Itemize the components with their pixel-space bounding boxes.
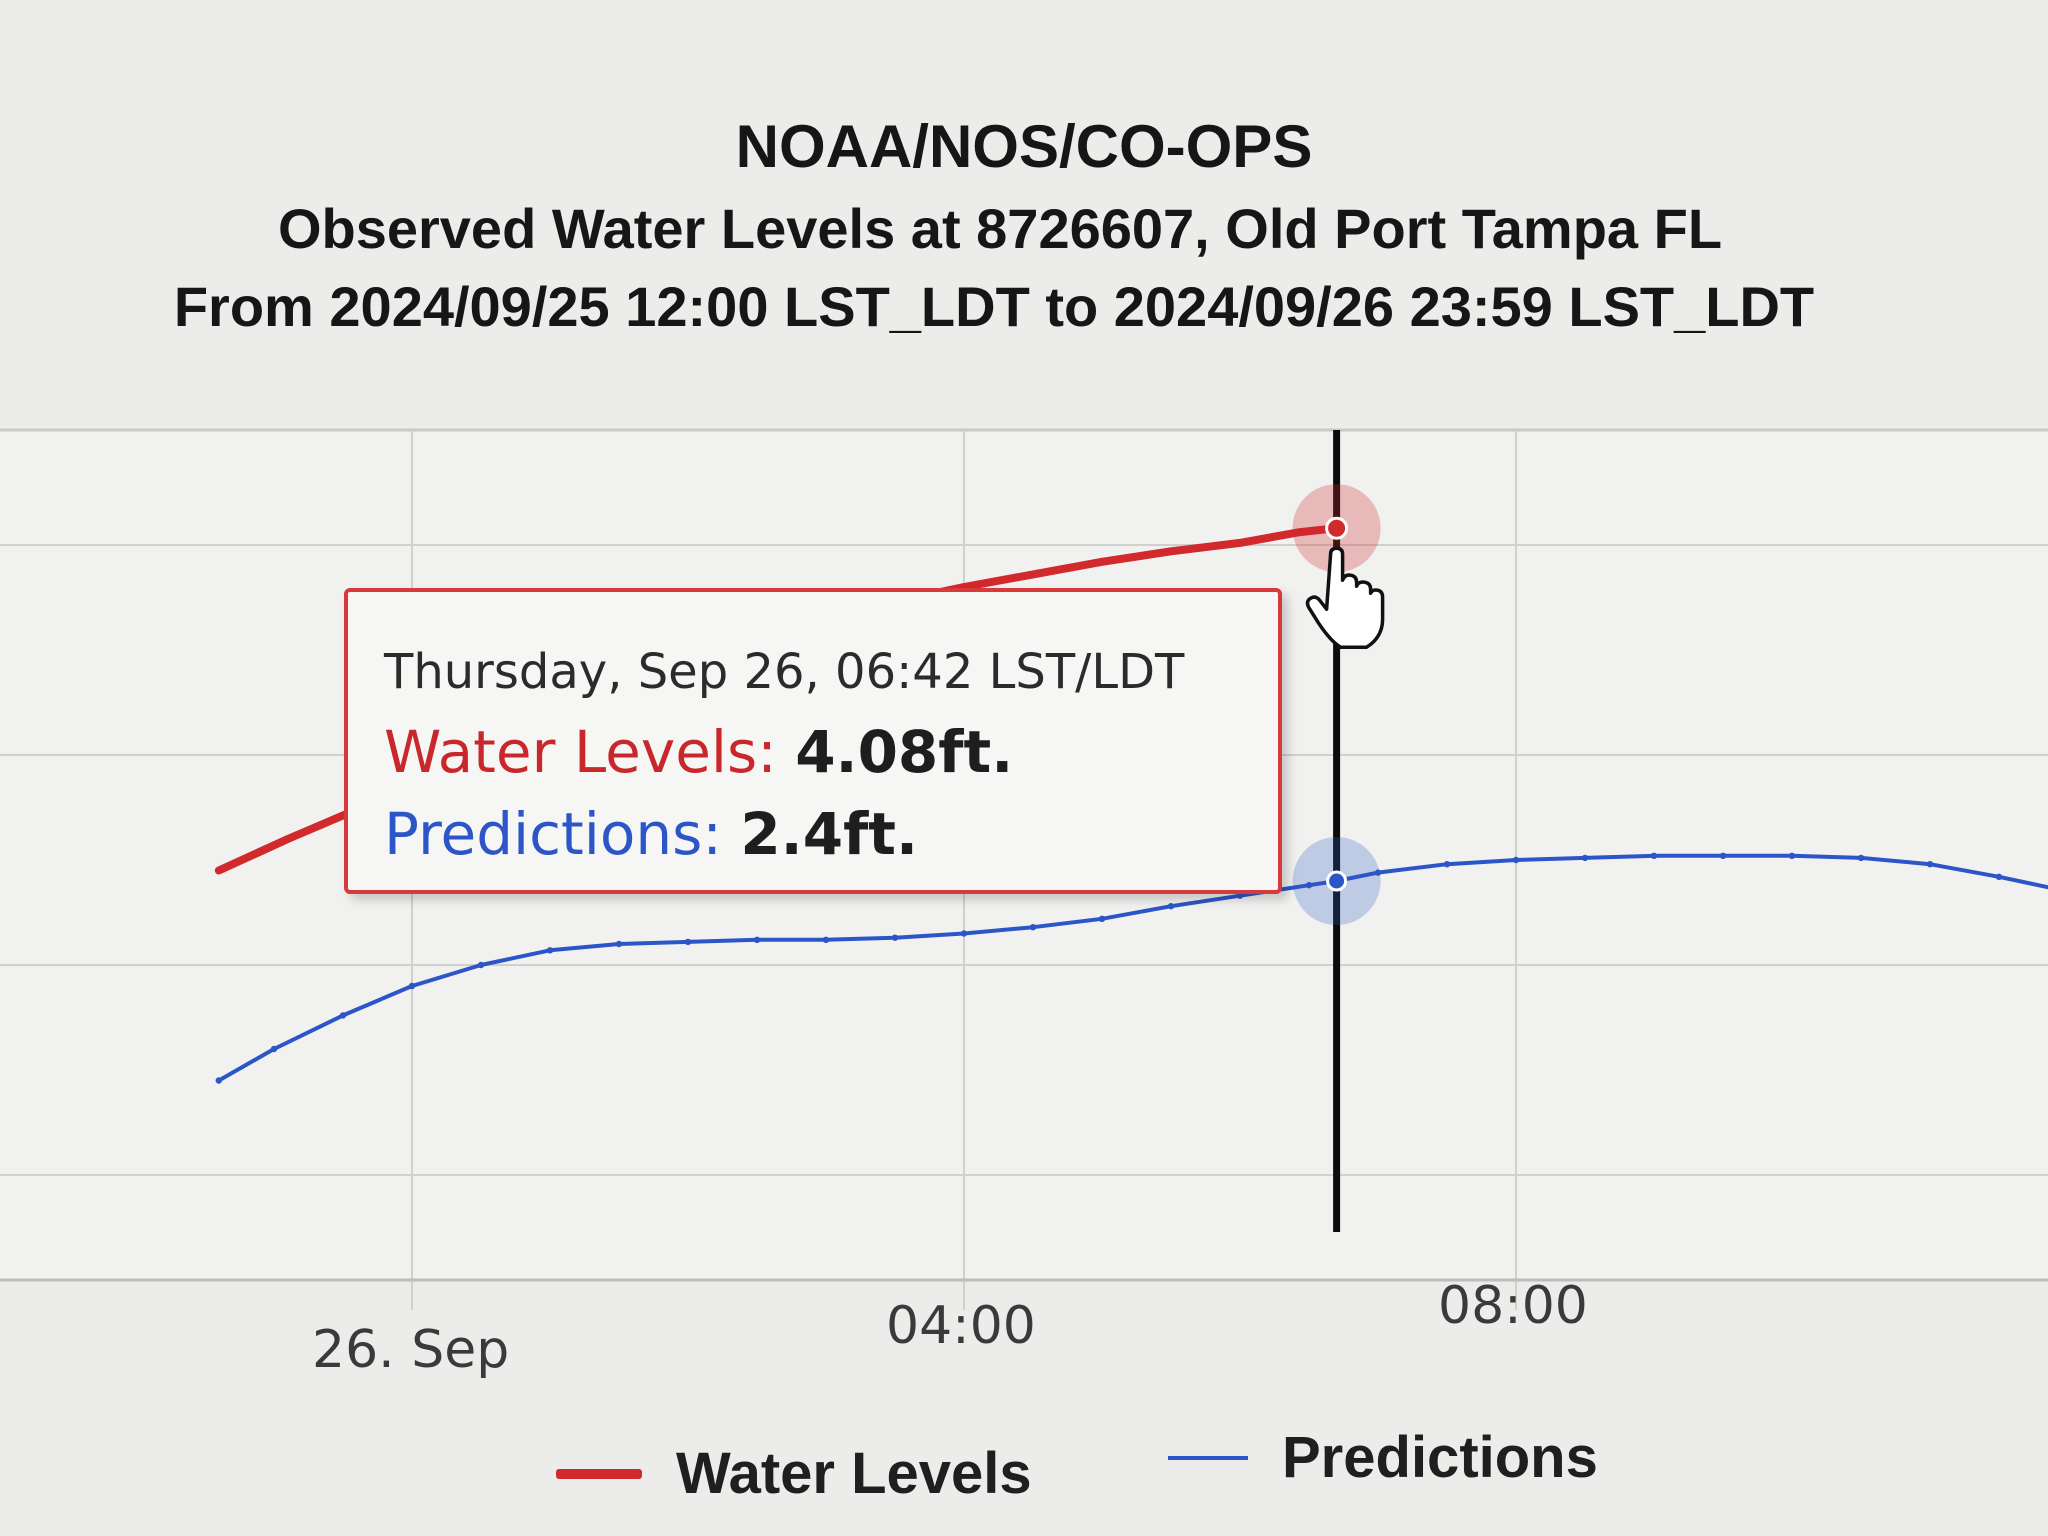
predictions-point: [1167, 903, 1175, 910]
tooltip-predictions-label: Predictions:: [384, 800, 722, 868]
prediction-hover-point: [1326, 870, 1348, 892]
predictions-point: [1512, 856, 1520, 864]
predictions-point: [1650, 852, 1658, 859]
predictions-point: [1236, 892, 1244, 899]
chart-subtitle: Observed Water Levels at 8726607, Old Po…: [277, 197, 1723, 260]
predictions-point: [1029, 924, 1037, 931]
tooltip-predictions-value: 2.4ft.: [740, 800, 919, 868]
predictions-point: [753, 936, 761, 943]
predictions-point: [1443, 861, 1451, 868]
tooltip-date: Thursday, Sep 26, 06:42 LST/LDT: [384, 644, 1185, 700]
chart-date-range: From 2024/09/25 12:00 LST_LDT to 2024/09…: [173, 275, 1815, 338]
predictions-point: [215, 1077, 222, 1084]
predictions-point: [1581, 854, 1589, 862]
predictions-point: [615, 940, 623, 948]
hand-cursor-icon: [1305, 546, 1385, 649]
predictions-point: [1719, 852, 1727, 859]
predictions-point: [1374, 869, 1382, 876]
predictions-point: [270, 1045, 278, 1053]
series-line-predictions: [216, 853, 2048, 1083]
legend-item-predictions[interactable]: Predictions: [1168, 1424, 1598, 1491]
predictions-point: [477, 961, 485, 969]
hover-tooltip: Thursday, Sep 26, 06:42 LST/LDT Water Le…: [344, 588, 1282, 894]
legend-label-predictions: Predictions: [1282, 1425, 1598, 1490]
predictions-point: [1995, 873, 2003, 880]
predictions-point: [1788, 852, 1796, 859]
predictions-point: [1305, 882, 1313, 889]
predictions-point: [960, 930, 968, 937]
chart-title: NOAA/NOS/CO-OPS: [735, 113, 1313, 180]
x-tick-label: 08:00: [1438, 1276, 1588, 1336]
tooltip-water-label: Water Levels:: [384, 718, 777, 786]
tooltip-water-value: 4.08ft.: [795, 718, 1014, 786]
predictions-point: [339, 1012, 347, 1019]
chart-legend: Water Levels Predictions: [556, 1420, 1756, 1530]
water-level-hover-point: [1325, 516, 1349, 540]
legend-label-water-levels: Water Levels: [676, 1441, 1032, 1506]
predictions-swatch-icon: [1168, 1455, 1248, 1460]
predictions-point: [408, 982, 416, 990]
water-levels-swatch-icon: [556, 1468, 642, 1479]
legend-item-water-levels[interactable]: Water Levels: [556, 1440, 1032, 1507]
predictions-point: [822, 936, 830, 943]
predictions-point: [546, 947, 554, 954]
x-tick-label: 04:00: [886, 1296, 1036, 1356]
predictions-point: [1926, 861, 1934, 868]
predictions-point: [684, 938, 692, 946]
predictions-point: [891, 934, 899, 941]
x-tick-label: 26. Sep: [312, 1320, 510, 1380]
predictions-point: [1857, 854, 1865, 862]
predictions-point: [1098, 915, 1106, 922]
